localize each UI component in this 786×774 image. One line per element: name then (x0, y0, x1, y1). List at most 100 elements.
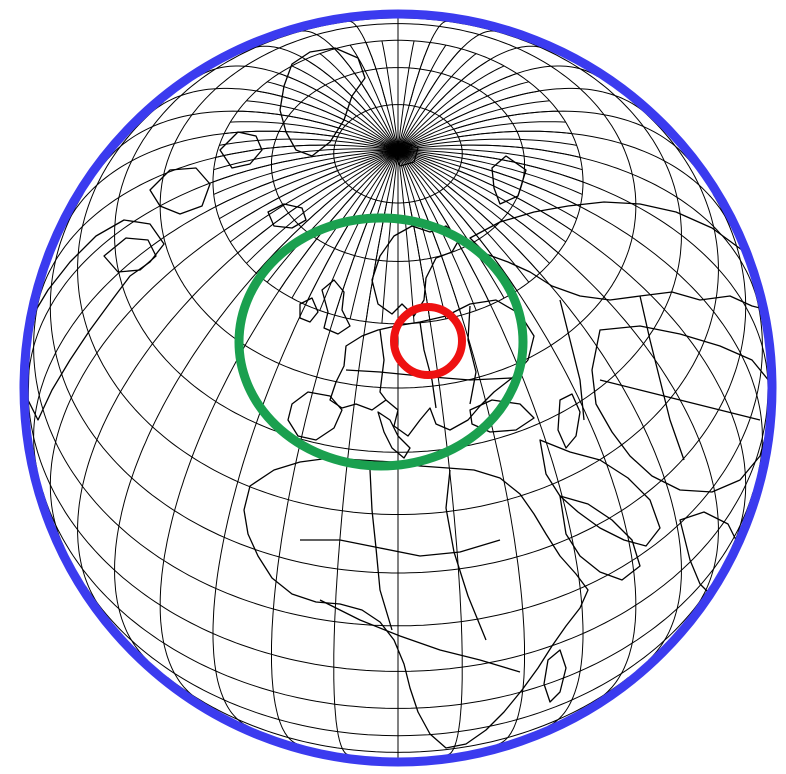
polar-meridian-line (397, 130, 572, 151)
coastline-great-britain (321, 279, 351, 335)
polar-meridian-line (397, 110, 559, 151)
polar-meridian-line (230, 149, 399, 243)
coastline-ireland (299, 297, 319, 323)
polar-meridian-line (397, 149, 541, 274)
coastline-europe (329, 299, 535, 437)
coastline-black-sea (469, 399, 535, 433)
polar-meridian-line (398, 149, 584, 183)
polar-meridian-line (246, 100, 399, 151)
parallel-line (167, 677, 629, 753)
coastline-svalbard (391, 141, 419, 167)
middle-ring (234, 213, 528, 471)
polar-meridian-line (397, 48, 462, 151)
border-africa-1 (300, 539, 501, 557)
coastline-italy (377, 411, 411, 459)
parallel-line (159, 23, 637, 389)
coastline-africa (243, 457, 589, 749)
parallel-line (28, 387, 768, 672)
polar-meridian-line (349, 44, 399, 151)
polar-meridian-line (215, 144, 399, 158)
polar-meridian-line (319, 53, 399, 151)
polar-meridian-line (237, 110, 399, 151)
polar-meridian-line (381, 150, 399, 324)
polar-meridian-line (213, 149, 399, 195)
polar-meridian-line (305, 58, 399, 151)
polar-meridian-line (256, 90, 399, 151)
polar-meridian-line (215, 149, 399, 208)
border-europe-3 (467, 305, 477, 405)
graticule-lines (28, 18, 768, 758)
polar-meridian-line (381, 40, 399, 151)
polar-meridian-line (365, 150, 399, 322)
polar-meridian-line (334, 48, 399, 151)
polar-meridian-line (397, 58, 491, 151)
coastline-iberia (287, 391, 343, 441)
parallel-line (42, 491, 754, 709)
parallel-line (212, 39, 584, 325)
border-asia-2 (599, 379, 761, 421)
polar-meridian-line (349, 150, 399, 320)
coastline-novaya-zemlya (491, 155, 527, 205)
coastline-iceland (267, 203, 307, 229)
polar-meridian-line (397, 100, 550, 151)
polar-meridian-line (230, 121, 399, 151)
polar-meridian-line (397, 138, 577, 151)
polar-meridian-line (397, 149, 566, 243)
polar-meridian-line (397, 81, 529, 151)
border-asia-1 (559, 299, 585, 421)
polar-meridian-line (246, 149, 399, 264)
polar-meridian-line (219, 149, 399, 220)
parallel-line (271, 67, 525, 263)
border-europe-1 (379, 329, 387, 401)
inner-ring (390, 303, 466, 379)
parallel-line (49, 193, 747, 574)
polar-meridian-line (365, 42, 399, 151)
polar-meridian-line (267, 81, 399, 151)
polar-meridian-line (397, 149, 530, 283)
polar-meridian-line (397, 144, 581, 158)
polar-meridian-line (266, 149, 399, 283)
parallel-line (85, 585, 711, 737)
border-africa-3 (445, 469, 487, 641)
coastline-central-asia (591, 325, 768, 493)
polar-meridian-line (291, 65, 399, 151)
polar-meridian-line (397, 53, 477, 151)
border-europe-2 (419, 321, 437, 409)
polar-meridian-line (223, 149, 399, 231)
polar-meridian-line (334, 149, 399, 316)
coastline-baffin (149, 167, 211, 215)
coastline-greenland (279, 47, 366, 157)
polar-meridian-line (397, 73, 518, 151)
parallel-line (333, 104, 463, 204)
polar-meridian-line (397, 149, 583, 195)
border-africa-4 (319, 599, 521, 673)
coastline-labrador (103, 237, 157, 273)
polar-meridian-line (397, 40, 415, 151)
border-africa-2 (369, 469, 393, 631)
coastline-madagascar (543, 649, 567, 703)
outer-ring (19, 9, 777, 767)
polar-meridian-line (219, 138, 399, 151)
border-asia-3 (639, 295, 685, 461)
coastline-north-america (28, 219, 165, 421)
polar-meridian-line (397, 121, 566, 151)
coastline-arabia (559, 495, 641, 581)
coastline-canadian-arctic (219, 131, 263, 169)
polar-meridian-line (278, 149, 399, 291)
polar-meridian-line (397, 149, 573, 231)
polar-meridian-line (397, 149, 559, 254)
polar-meridian-line (397, 149, 491, 306)
polar-meridian-line (397, 148, 583, 171)
polar-meridian-line (224, 130, 399, 151)
polar-meridian-line (397, 42, 431, 151)
polar-meridian-line (397, 149, 577, 220)
polar-meridian-line (397, 149, 550, 264)
polar-meridian-line (278, 73, 399, 151)
polar-meridian-line (397, 150, 415, 324)
coastline-north-asia (469, 201, 768, 311)
coastline-caspian (557, 393, 581, 449)
polar-meridian-line (397, 90, 540, 151)
polar-meridian-line (397, 44, 447, 151)
